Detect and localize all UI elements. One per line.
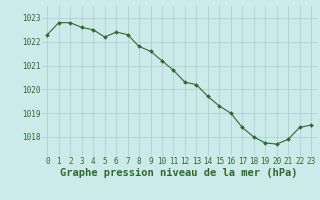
X-axis label: Graphe pression niveau de la mer (hPa): Graphe pression niveau de la mer (hPa) bbox=[60, 168, 298, 178]
